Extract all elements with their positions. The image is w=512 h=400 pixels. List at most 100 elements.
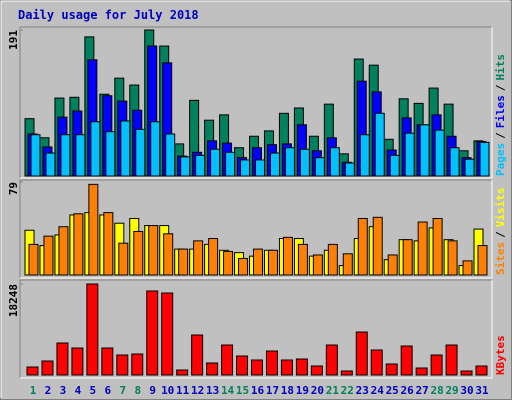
- bar: [269, 152, 280, 177]
- bar: [56, 342, 69, 376]
- bar: [30, 134, 41, 177]
- bar: [389, 154, 400, 177]
- bar: [327, 243, 338, 276]
- bar: [101, 347, 114, 376]
- bar: [359, 134, 370, 177]
- bar: [148, 225, 159, 276]
- x-tick-label: 21: [326, 384, 340, 397]
- bar: [195, 154, 206, 177]
- y-tick-label: 18248: [7, 284, 20, 317]
- bar: [120, 120, 131, 177]
- legend-entry: Sites: [494, 242, 507, 275]
- bar: [223, 250, 234, 276]
- bar: [434, 129, 445, 177]
- x-tick-label: 15: [236, 384, 249, 397]
- bar: [28, 243, 39, 276]
- bar: [41, 360, 54, 376]
- x-tick-label: 20: [311, 384, 324, 397]
- bar: [267, 249, 278, 276]
- bar: [255, 159, 265, 177]
- x-tick-label: 7: [119, 384, 126, 397]
- x-tick-label: 4: [75, 384, 82, 397]
- x-tick-label: 9: [149, 384, 156, 397]
- bar: [210, 148, 221, 177]
- bar: [116, 354, 129, 376]
- bar: [253, 248, 263, 276]
- bar: [236, 355, 249, 376]
- bar: [447, 240, 458, 276]
- bar: [325, 344, 338, 376]
- x-tick-label: 16: [251, 384, 265, 397]
- bar: [479, 141, 490, 177]
- bar: [310, 365, 323, 376]
- x-tick-label: 10: [161, 384, 174, 397]
- bar: [432, 217, 443, 276]
- bar: [282, 236, 293, 276]
- bar: [26, 366, 39, 376]
- bar: [475, 365, 488, 376]
- panel-bevel: [20, 280, 493, 379]
- bar: [71, 347, 84, 376]
- x-tick-label: 18: [281, 384, 294, 397]
- x-tick-label: 23: [356, 384, 369, 397]
- legend-entry: Pages: [494, 143, 507, 176]
- bar: [342, 253, 353, 276]
- bar: [225, 151, 236, 177]
- bar: [163, 233, 174, 276]
- bar: [477, 245, 488, 276]
- legend: KBytes: [494, 335, 507, 375]
- bar: [430, 354, 443, 376]
- bar: [150, 121, 161, 177]
- bar: [297, 243, 308, 276]
- bar: [133, 230, 144, 276]
- bar: [449, 147, 460, 177]
- panel-bevel: [20, 180, 493, 279]
- x-tick-label: 24: [371, 384, 385, 397]
- bar: [445, 344, 458, 376]
- legend-separator: /: [494, 84, 507, 91]
- bar: [355, 331, 368, 376]
- bar: [146, 290, 159, 376]
- panel-bevel: [19, 279, 492, 378]
- legend-separator: /: [494, 132, 507, 139]
- bar: [415, 367, 428, 376]
- bar: [385, 363, 398, 376]
- y-tick-label: 79: [7, 182, 20, 195]
- bar: [73, 213, 84, 276]
- x-tick-label: 13: [206, 384, 219, 397]
- bar: [464, 158, 475, 177]
- bar: [58, 226, 69, 276]
- bar: [265, 350, 278, 376]
- bar: [329, 147, 340, 177]
- bar: [344, 162, 355, 177]
- x-tick-label: 22: [341, 384, 354, 397]
- bar: [103, 212, 114, 276]
- x-tick-label: 19: [296, 384, 309, 397]
- x-tick-label: 3: [60, 384, 67, 397]
- bar: [135, 128, 146, 177]
- bar: [374, 112, 385, 177]
- bar: [165, 133, 176, 177]
- legend-entry: Files: [494, 95, 507, 128]
- bar: [417, 221, 428, 276]
- bar: [314, 157, 325, 177]
- bar: [299, 148, 310, 177]
- x-tick-label: 12: [191, 384, 204, 397]
- x-tick-label: 1: [30, 384, 37, 397]
- bar: [460, 370, 473, 376]
- bar: [295, 358, 308, 376]
- bar: [284, 147, 295, 177]
- bar: [180, 156, 191, 177]
- bar: [60, 134, 71, 177]
- bar: [357, 217, 368, 276]
- legend-entry: Visits: [494, 188, 507, 228]
- bar: [419, 124, 430, 177]
- bar: [118, 242, 129, 276]
- x-tick-label: 31: [475, 384, 489, 397]
- bar: [161, 292, 174, 376]
- bar: [404, 132, 415, 177]
- x-tick-label: 17: [266, 384, 279, 397]
- bar: [193, 240, 204, 276]
